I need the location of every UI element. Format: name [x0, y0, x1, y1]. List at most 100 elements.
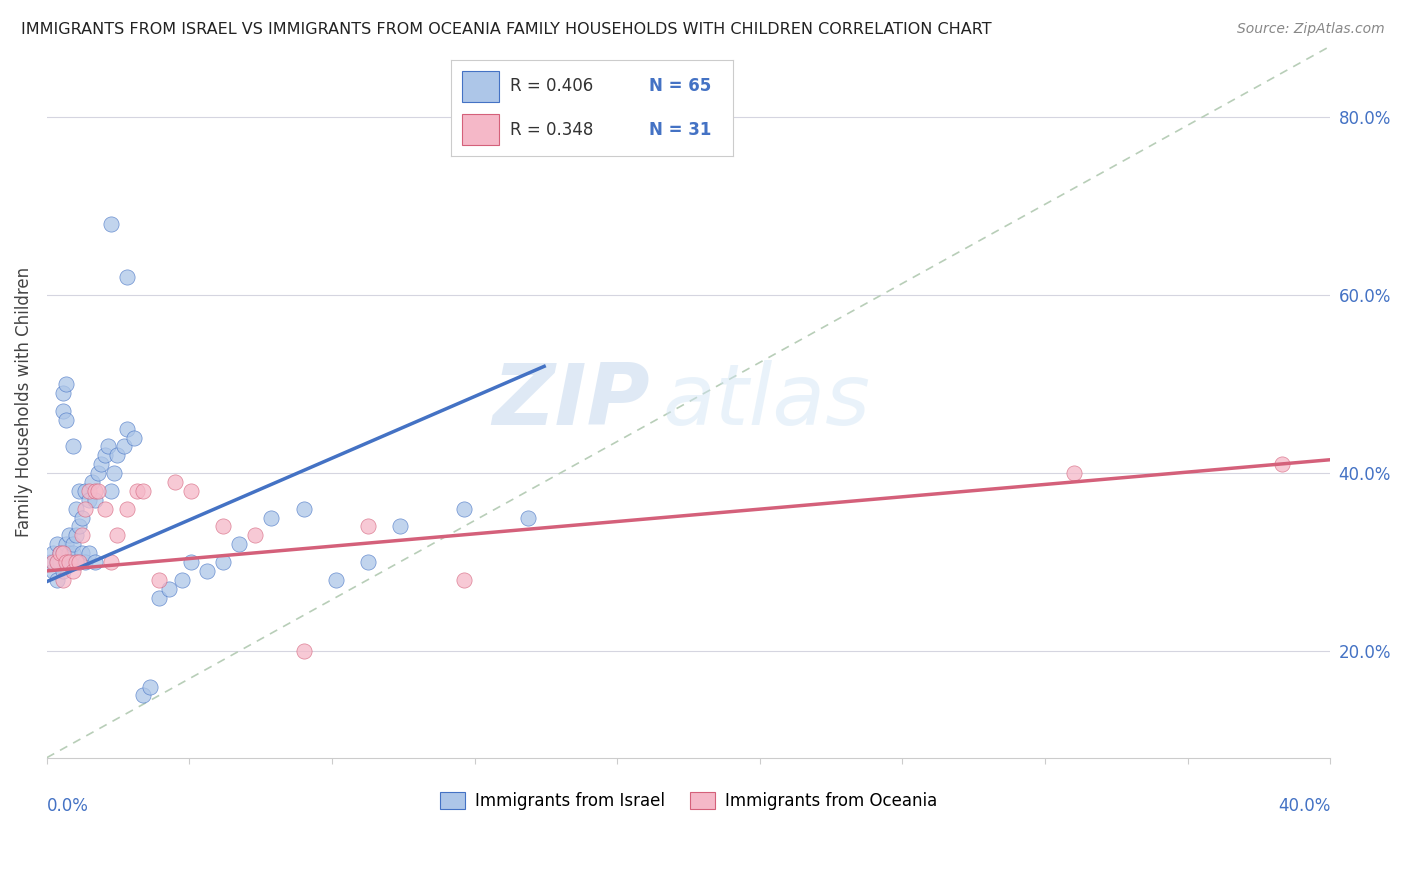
Point [212, 555, 235, 569]
Point [48, 555, 70, 569]
Point [112, 439, 135, 453]
Point [93, 448, 115, 462]
Point [70, 510, 93, 524]
Text: Source: ZipAtlas.com: Source: ZipAtlas.com [1237, 22, 1385, 37]
Point [77, 546, 100, 560]
Point [357, 555, 380, 569]
Point [70, 528, 93, 542]
Point [148, 591, 170, 605]
Point [115, 501, 138, 516]
Point [170, 573, 193, 587]
Point [122, 430, 145, 444]
Text: atlas: atlas [662, 360, 870, 443]
Point [67, 555, 90, 569]
Point [58, 555, 80, 569]
Point [180, 555, 202, 569]
Point [245, 528, 267, 542]
Point [107, 448, 129, 462]
Point [1063, 466, 1085, 480]
Point [55, 537, 77, 551]
Point [132, 689, 155, 703]
Point [67, 519, 90, 533]
Point [77, 483, 100, 498]
Point [55, 555, 77, 569]
Point [107, 528, 129, 542]
Point [48, 546, 70, 560]
Point [103, 466, 125, 480]
Point [52, 404, 75, 418]
Point [55, 413, 77, 427]
Point [292, 501, 315, 516]
Point [84, 483, 107, 498]
Point [115, 270, 138, 285]
Point [77, 492, 100, 507]
Point [75, 483, 97, 498]
Point [58, 555, 80, 569]
Point [165, 475, 187, 489]
Point [55, 377, 77, 392]
Point [97, 439, 120, 453]
Point [325, 573, 347, 587]
Y-axis label: Family Households with Children: Family Households with Children [15, 267, 32, 537]
Legend: Immigrants from Israel, Immigrants from Oceania: Immigrants from Israel, Immigrants from … [433, 785, 943, 817]
Point [228, 537, 250, 551]
Point [52, 546, 75, 560]
Point [52, 573, 75, 587]
Point [157, 582, 180, 596]
Point [55, 555, 77, 569]
Point [517, 510, 540, 524]
Point [125, 483, 148, 498]
Point [212, 519, 235, 533]
Point [65, 501, 87, 516]
Point [52, 564, 75, 578]
Point [87, 466, 110, 480]
Point [100, 555, 122, 569]
Point [62, 439, 84, 453]
Point [84, 555, 107, 569]
Point [62, 537, 84, 551]
Point [388, 519, 411, 533]
Point [260, 510, 283, 524]
Point [70, 546, 93, 560]
Point [115, 422, 138, 436]
Point [100, 217, 122, 231]
Point [67, 483, 90, 498]
Point [65, 528, 87, 542]
Point [75, 555, 97, 569]
Point [148, 573, 170, 587]
Point [67, 555, 90, 569]
Text: 0.0%: 0.0% [46, 797, 89, 814]
Point [1271, 457, 1294, 471]
Point [45, 573, 67, 587]
Point [45, 555, 67, 569]
Text: IMMIGRANTS FROM ISRAEL VS IMMIGRANTS FROM OCEANIA FAMILY HOUSEHOLDS WITH CHILDRE: IMMIGRANTS FROM ISRAEL VS IMMIGRANTS FRO… [21, 22, 991, 37]
Point [62, 546, 84, 560]
Point [357, 519, 380, 533]
Point [75, 501, 97, 516]
Point [42, 564, 65, 578]
Point [62, 555, 84, 569]
Point [39, 555, 62, 569]
Point [48, 546, 70, 560]
Point [93, 501, 115, 516]
Point [52, 546, 75, 560]
Point [58, 546, 80, 560]
Point [132, 483, 155, 498]
Point [292, 644, 315, 658]
Point [180, 483, 202, 498]
Text: ZIP: ZIP [492, 360, 650, 443]
Point [62, 564, 84, 578]
Point [58, 528, 80, 542]
Point [453, 573, 475, 587]
Point [65, 555, 87, 569]
Point [100, 483, 122, 498]
Point [45, 537, 67, 551]
Point [138, 680, 160, 694]
Point [52, 386, 75, 401]
Point [42, 546, 65, 560]
Point [45, 555, 67, 569]
Point [80, 475, 103, 489]
Point [90, 457, 112, 471]
Point [195, 564, 218, 578]
Text: 40.0%: 40.0% [1278, 797, 1330, 814]
